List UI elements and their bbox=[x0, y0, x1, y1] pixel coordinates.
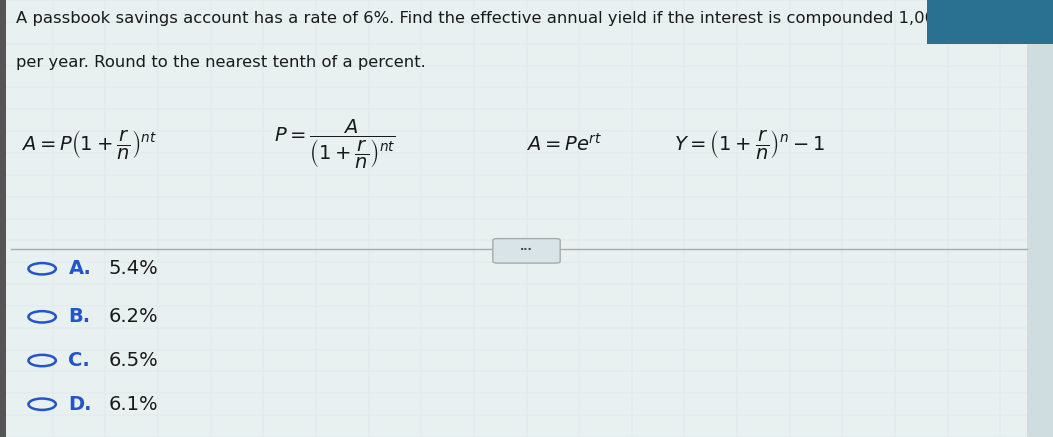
FancyBboxPatch shape bbox=[0, 0, 6, 437]
Text: A.: A. bbox=[68, 259, 92, 278]
Text: 6.1%: 6.1% bbox=[108, 395, 158, 414]
Text: 5.4%: 5.4% bbox=[108, 259, 158, 278]
Text: A passbook savings account has a rate of 6%. Find the effective annual yield if : A passbook savings account has a rate of… bbox=[16, 11, 996, 26]
FancyBboxPatch shape bbox=[1027, 0, 1053, 437]
Text: $A=Pe^{rt}$: $A=Pe^{rt}$ bbox=[526, 133, 602, 155]
Text: $P=\dfrac{A}{\left(1+\dfrac{r}{n}\right)^{nt}}$: $P=\dfrac{A}{\left(1+\dfrac{r}{n}\right)… bbox=[274, 118, 396, 171]
Text: $A=P\left(1+\dfrac{r}{n}\right)^{nt}$: $A=P\left(1+\dfrac{r}{n}\right)^{nt}$ bbox=[21, 128, 157, 161]
Text: 6.5%: 6.5% bbox=[108, 351, 158, 370]
Text: B.: B. bbox=[68, 307, 91, 326]
Text: 6.2%: 6.2% bbox=[108, 307, 158, 326]
Text: $Y=\left(1+\dfrac{r}{n}\right)^{n}-1$: $Y=\left(1+\dfrac{r}{n}\right)^{n}-1$ bbox=[674, 128, 824, 161]
FancyBboxPatch shape bbox=[927, 0, 1053, 44]
Text: ...: ... bbox=[520, 242, 533, 252]
FancyBboxPatch shape bbox=[493, 239, 560, 263]
Text: per year. Round to the nearest tenth of a percent.: per year. Round to the nearest tenth of … bbox=[16, 55, 425, 69]
Text: D.: D. bbox=[68, 395, 92, 414]
Text: C.: C. bbox=[68, 351, 91, 370]
